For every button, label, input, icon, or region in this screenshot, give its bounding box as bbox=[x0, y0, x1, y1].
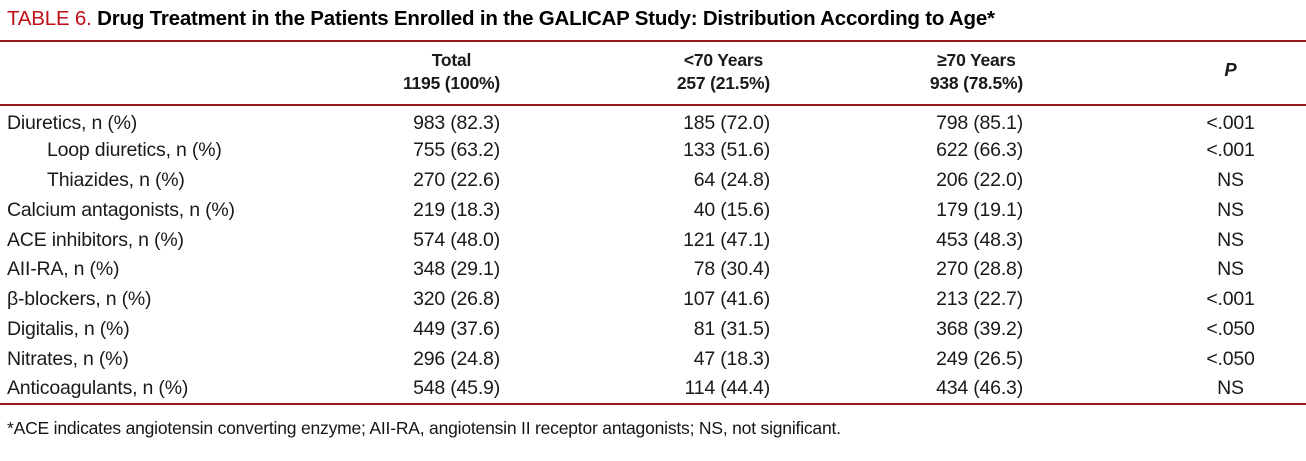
cell-total: 320 (26.8) bbox=[413, 288, 500, 311]
cell-drug-name: β-blockers, n (%) bbox=[7, 288, 152, 311]
header-over-70: ≥70 Years 938 (78.5%) bbox=[785, 41, 1040, 105]
data-table: Total 1195 (100%) <70 Years 257 (21.5%) … bbox=[0, 40, 1306, 405]
header-p-value: P bbox=[1040, 41, 1306, 105]
cell-over-70-years: 179 (19.1) bbox=[936, 198, 1023, 221]
cell-over-70-years: 622 (66.3) bbox=[936, 138, 1023, 161]
header-drug-column bbox=[0, 41, 375, 105]
cell-drug-name: Calcium antagonists, n (%) bbox=[7, 198, 235, 221]
cell-total: 449 (37.6) bbox=[413, 318, 500, 341]
header-total: Total 1195 (100%) bbox=[375, 41, 515, 105]
cell-under-70-years: 185 (72.0) bbox=[683, 111, 770, 134]
cell-drug-name: Nitrates, n (%) bbox=[7, 348, 129, 371]
cell-over-70-years: 798 (85.1) bbox=[936, 111, 1023, 134]
cell-p-value: NS bbox=[1217, 228, 1244, 251]
header-total-label: Total bbox=[431, 50, 472, 70]
cell-over-70-years: 206 (22.0) bbox=[936, 168, 1023, 191]
cell-total: 574 (48.0) bbox=[413, 228, 500, 251]
table-row: β-blockers, n (%) 320 (26.8) 107 (41.6) … bbox=[0, 284, 1306, 314]
cell-over-70-years: 270 (28.8) bbox=[936, 258, 1023, 281]
cell-total: 548 (45.9) bbox=[413, 377, 500, 400]
cell-over-70-years: 368 (39.2) bbox=[936, 318, 1023, 341]
cell-under-70-years: 133 (51.6) bbox=[683, 138, 770, 161]
cell-under-70-years: 114 (44.4) bbox=[684, 377, 771, 400]
cell-drug-name: Digitalis, n (%) bbox=[7, 318, 130, 341]
cell-drug-name: Diuretics, n (%) bbox=[7, 111, 138, 134]
cell-drug-name: Loop diuretics, n (%) bbox=[47, 138, 222, 161]
table-row: Digitalis, n (%) 449 (37.6) 81 (31.5) 36… bbox=[0, 314, 1306, 344]
cell-p-value: NS bbox=[1217, 258, 1244, 281]
cell-drug-name: ACE inhibitors, n (%) bbox=[7, 228, 184, 251]
cell-total: 755 (63.2) bbox=[413, 138, 500, 161]
cell-drug-name: Thiazides, n (%) bbox=[47, 168, 185, 191]
header-under-70-count: 257 (21.5%) bbox=[676, 73, 770, 93]
cell-p-value: NS bbox=[1217, 377, 1244, 400]
cell-p-value: <.050 bbox=[1206, 348, 1255, 371]
cell-under-70-years: 81 (31.5) bbox=[693, 318, 770, 341]
table-number: TABLE 6. bbox=[7, 7, 92, 30]
table-header: Total 1195 (100%) <70 Years 257 (21.5%) … bbox=[0, 41, 1306, 105]
cell-p-value: <.001 bbox=[1206, 111, 1255, 134]
header-under-70-label: <70 Years bbox=[683, 50, 763, 70]
cell-over-70-years: 249 (26.5) bbox=[936, 348, 1023, 371]
cell-total: 348 (29.1) bbox=[413, 258, 500, 281]
cell-p-value: <.050 bbox=[1206, 318, 1255, 341]
table-footnote: *ACE indicates angiotensin converting en… bbox=[7, 417, 841, 438]
table-row: Thiazides, n (%) 270 (22.6) 64 (24.8) 20… bbox=[0, 165, 1306, 195]
header-row: Total 1195 (100%) <70 Years 257 (21.5%) … bbox=[0, 41, 1306, 105]
header-total-count: 1195 (100%) bbox=[402, 73, 500, 93]
table-row: Nitrates, n (%) 296 (24.8) 47 (18.3) 249… bbox=[0, 344, 1306, 374]
header-over-70-label: ≥70 Years bbox=[937, 50, 1016, 70]
cell-under-70-years: 47 (18.3) bbox=[693, 348, 770, 371]
cell-total: 270 (22.6) bbox=[413, 168, 500, 191]
cell-total: 219 (18.3) bbox=[413, 198, 500, 221]
cell-p-value: NS bbox=[1217, 168, 1244, 191]
table-row: Calcium antagonists, n (%) 219 (18.3) 40… bbox=[0, 195, 1306, 225]
cell-under-70-years: 64 (24.8) bbox=[693, 168, 770, 191]
cell-over-70-years: 434 (46.3) bbox=[936, 377, 1023, 400]
cell-p-value: <.001 bbox=[1206, 138, 1255, 161]
cell-over-70-years: 213 (22.7) bbox=[936, 288, 1023, 311]
cell-p-value: <.001 bbox=[1206, 288, 1255, 311]
cell-over-70-years: 453 (48.3) bbox=[936, 228, 1023, 251]
p-value-label: P bbox=[1224, 58, 1237, 80]
cell-p-value: NS bbox=[1217, 198, 1244, 221]
table-title: TABLE 6. Drug Treatment in the Patients … bbox=[0, 0, 1306, 40]
cell-under-70-years: 107 (41.6) bbox=[683, 288, 770, 311]
table-row: Loop diuretics, n (%) 755 (63.2) 133 (51… bbox=[0, 135, 1306, 165]
header-over-70-count: 938 (78.5%) bbox=[929, 73, 1023, 93]
table-row: Anticoagulants, n (%) 548 (45.9) 114 (44… bbox=[0, 374, 1306, 404]
table-body: Diuretics, n (%) 983 (82.3) 185 (72.0) 7… bbox=[0, 105, 1306, 404]
cell-drug-name: AII-RA, n (%) bbox=[7, 258, 120, 281]
table-row: Diuretics, n (%) 983 (82.3) 185 (72.0) 7… bbox=[0, 105, 1306, 135]
cell-drug-name: Anticoagulants, n (%) bbox=[7, 377, 189, 400]
cell-under-70-years: 40 (15.6) bbox=[693, 198, 770, 221]
table-caption: Drug Treatment in the Patients Enrolled … bbox=[97, 7, 995, 30]
table-row: AII-RA, n (%) 348 (29.1) 78 (30.4) 270 (… bbox=[0, 254, 1306, 284]
cell-total: 296 (24.8) bbox=[413, 348, 500, 371]
cell-under-70-years: 78 (30.4) bbox=[693, 258, 770, 281]
header-under-70: <70 Years 257 (21.5%) bbox=[515, 41, 785, 105]
cell-total: 983 (82.3) bbox=[413, 111, 500, 134]
cell-under-70-years: 121 (47.1) bbox=[683, 228, 770, 251]
table-row: ACE inhibitors, n (%) 574 (48.0) 121 (47… bbox=[0, 225, 1306, 255]
